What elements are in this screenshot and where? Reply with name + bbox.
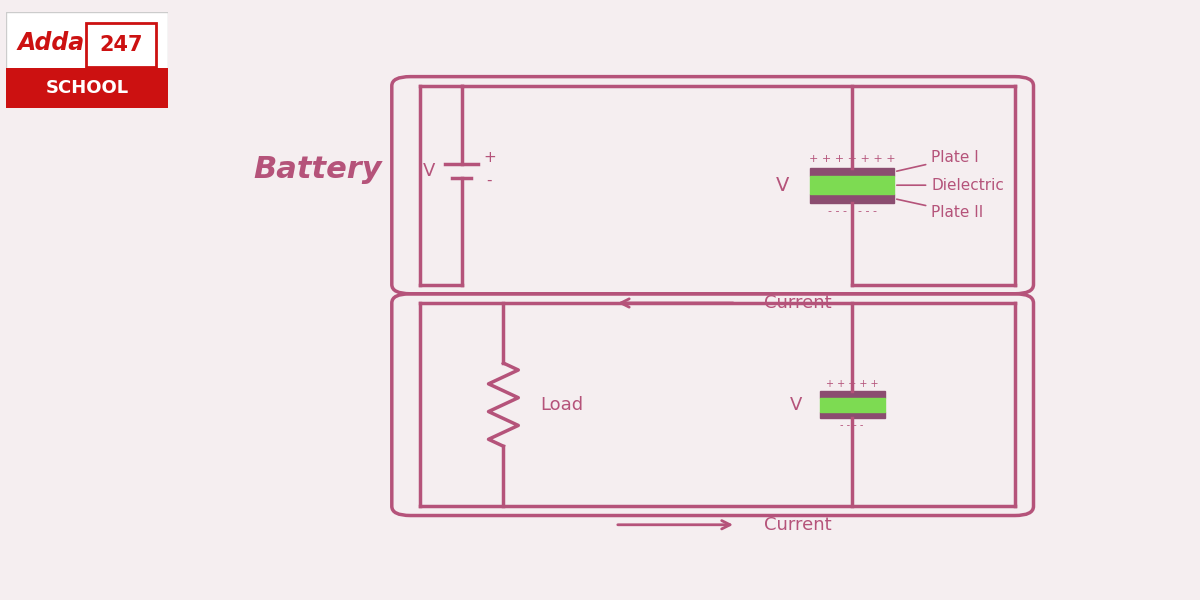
Text: Battery: Battery [253,155,382,184]
Text: -: - [487,173,492,188]
Bar [820,391,884,398]
Text: V: V [790,395,803,413]
Text: Plate II: Plate II [896,199,984,220]
Text: + + + + +: + + + + + [826,379,878,389]
Bar [820,412,884,418]
Text: - - - - - - -: - - - - - - - [828,206,877,217]
Text: + + + + + + +: + + + + + + + [809,154,895,164]
FancyBboxPatch shape [6,68,168,108]
Bar [820,398,884,412]
Text: Current: Current [764,294,832,312]
Text: Load: Load [540,395,583,413]
FancyBboxPatch shape [86,23,156,67]
Bar [810,194,894,203]
Text: - - - -: - - - - [840,421,864,430]
Text: Plate I: Plate I [896,151,979,171]
FancyBboxPatch shape [6,12,168,108]
Text: SCHOOL: SCHOOL [46,79,128,97]
Text: 247: 247 [100,35,143,55]
Text: +: + [484,150,496,165]
Bar [810,167,894,176]
Text: V: V [422,163,436,181]
Text: Current: Current [764,516,832,534]
Text: Adda: Adda [18,31,85,55]
Text: V: V [775,176,790,194]
Bar [810,176,894,194]
Text: Dielectric: Dielectric [896,178,1004,193]
